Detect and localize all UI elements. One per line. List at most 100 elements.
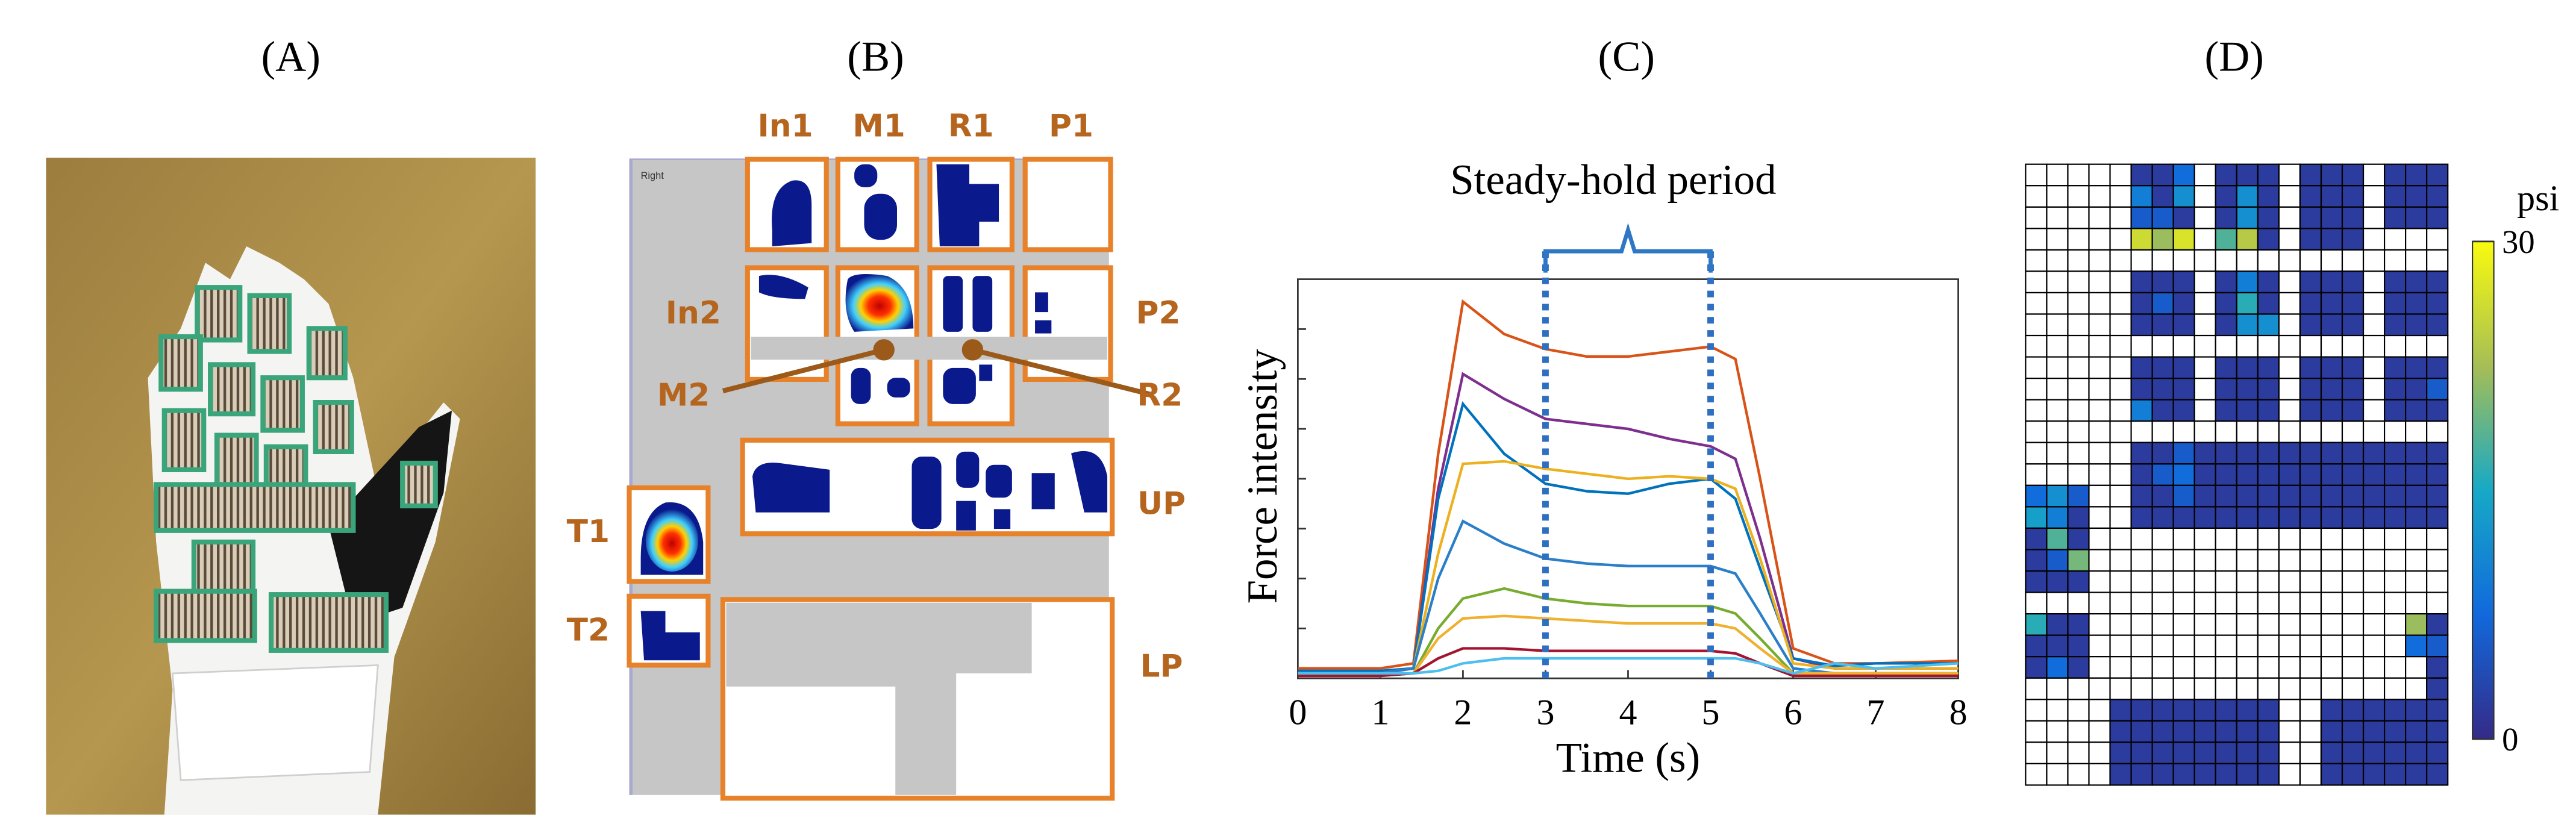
empty-cell <box>2025 420 2048 443</box>
empty-cell <box>2215 591 2237 615</box>
heat-cell <box>2426 292 2449 315</box>
empty-cell <box>2320 527 2343 551</box>
empty-cell <box>2320 591 2343 615</box>
heat-cell <box>2067 549 2090 572</box>
empty-cell <box>2109 591 2132 615</box>
region-label: UP <box>1137 486 1186 522</box>
heat-cell <box>2172 699 2195 722</box>
empty-cell <box>2067 699 2090 722</box>
heat-cell <box>2257 720 2280 743</box>
heat-cell <box>2151 313 2174 337</box>
heat-cell <box>2067 484 2090 508</box>
heat-cell <box>2236 484 2259 508</box>
empty-cell <box>2067 356 2090 379</box>
heat-cell <box>2130 292 2153 315</box>
heat-cell <box>2405 720 2428 743</box>
empty-cell <box>2299 741 2322 765</box>
heat-cell <box>2215 441 2237 465</box>
heat-cell <box>2341 441 2365 465</box>
heat-cell <box>2362 720 2386 743</box>
empty-cell <box>2193 270 2216 294</box>
heat-cell <box>2151 720 2174 743</box>
heat-cell <box>2109 699 2132 722</box>
brace <box>1543 223 1713 273</box>
heat-cell <box>2299 441 2322 465</box>
empty-cell <box>2088 270 2111 294</box>
empty-cell <box>2088 570 2111 593</box>
heat-cell <box>2257 484 2280 508</box>
x-tick-label: 8 <box>1949 693 1968 732</box>
empty-cell <box>2067 741 2090 765</box>
colorbar-label: psi <box>2517 178 2559 218</box>
series-line <box>1298 299 1959 670</box>
heat-cell <box>2426 484 2449 508</box>
empty-cell <box>2320 249 2343 272</box>
heat-cell <box>2172 441 2195 465</box>
heat-cell <box>2383 441 2407 465</box>
region-label: R2 <box>1137 378 1183 414</box>
empty-cell <box>2067 763 2090 786</box>
heat-cell <box>2215 741 2237 765</box>
empty-cell <box>2257 570 2280 593</box>
heat-cell <box>2362 741 2386 765</box>
empty-cell <box>2172 334 2195 358</box>
empty-cell <box>2067 399 2090 422</box>
empty-cell <box>2383 527 2407 551</box>
empty-cell <box>2088 313 2111 337</box>
empty-cell <box>2067 163 2090 187</box>
empty-cell <box>2088 185 2111 208</box>
heat-cell <box>2236 356 2259 379</box>
empty-cell <box>2405 334 2428 358</box>
empty-cell <box>2383 591 2407 615</box>
empty-cell <box>2046 270 2069 294</box>
empty-cell <box>2025 378 2048 401</box>
heat-cell <box>2341 356 2365 379</box>
heat-cell <box>2193 463 2216 486</box>
heat-cell <box>2341 313 2365 337</box>
heat-cell <box>2320 484 2343 508</box>
heat-cell <box>2236 378 2259 401</box>
empty-cell <box>2193 163 2216 187</box>
heat-cell <box>2236 292 2259 315</box>
heat-cell <box>2257 463 2280 486</box>
empty-cell <box>2405 249 2428 272</box>
empty-cell <box>2025 591 2048 615</box>
x-tick-label: 6 <box>1784 693 1802 732</box>
empty-cell <box>2215 677 2237 700</box>
empty-cell <box>2130 249 2153 272</box>
heat-cell <box>2172 378 2195 401</box>
empty-cell <box>2067 292 2090 315</box>
heat-cell <box>2067 613 2090 636</box>
heat-cell <box>2278 441 2301 465</box>
heat-cell <box>2151 206 2174 229</box>
empty-cell <box>2215 420 2237 443</box>
empty-cell <box>2109 270 2132 294</box>
empty-cell <box>2151 249 2174 272</box>
heat-cell <box>2172 741 2195 765</box>
heat-cell <box>2130 270 2153 294</box>
empty-cell <box>2383 570 2407 593</box>
empty-cell <box>2320 677 2343 700</box>
series-line <box>1298 460 1959 675</box>
series-line <box>1298 614 1959 678</box>
heat-cell <box>2130 313 2153 337</box>
heat-cell <box>2172 720 2195 743</box>
heat-cell <box>2046 656 2069 679</box>
annotation: Steady-hold period <box>1450 157 1776 204</box>
empty-cell <box>2362 378 2386 401</box>
heat-cell <box>2405 270 2428 294</box>
empty-cell <box>2046 399 2069 422</box>
empty-cell <box>2109 378 2132 401</box>
heat-cell <box>2426 163 2449 187</box>
heat-cell <box>2383 506 2407 529</box>
heat-cell <box>2067 634 2090 658</box>
heat-cell <box>2405 206 2428 229</box>
heat-cell <box>2299 292 2322 315</box>
heat-cell <box>2109 763 2132 786</box>
empty-cell <box>2088 506 2111 529</box>
empty-cell <box>2046 185 2069 208</box>
heat-cell <box>2341 399 2365 422</box>
empty-cell <box>2151 527 2174 551</box>
heat-cell <box>2172 292 2195 315</box>
